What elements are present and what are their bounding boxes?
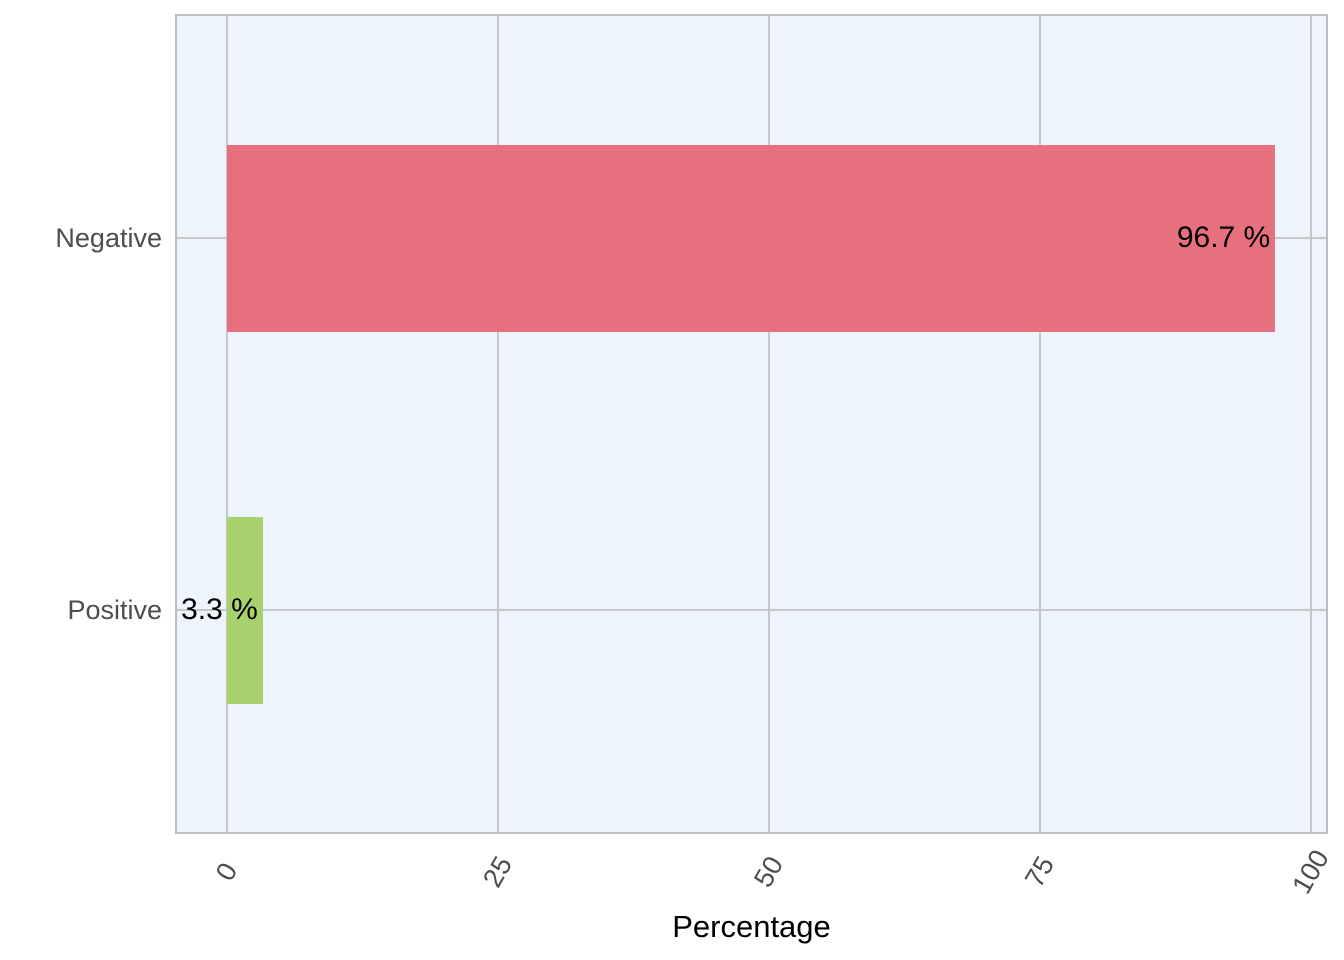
x-axis-title: Percentage — [672, 909, 831, 944]
gridline-horizontal-positive — [177, 609, 1326, 611]
gridline-vertical-100 — [1310, 16, 1312, 832]
y-axis-label-negative: Negative — [55, 223, 162, 253]
y-axis-label-positive: Positive — [67, 595, 162, 625]
x-tick-label-100: 100 — [1286, 844, 1335, 899]
x-tick-label-50: 50 — [748, 851, 790, 893]
x-tick-label-25: 25 — [477, 851, 519, 893]
bar-value-label-negative: 96.7 % — [1176, 221, 1271, 254]
gridline-vertical-25 — [497, 16, 499, 832]
gridline-vertical-75 — [1039, 16, 1041, 832]
x-tick-label-0: 0 — [209, 857, 244, 886]
bar-value-label-positive: 3.3 % — [181, 593, 258, 626]
x-tick-label-75: 75 — [1019, 851, 1061, 893]
gridline-vertical-0 — [226, 16, 228, 832]
gridline-vertical-50 — [768, 16, 770, 832]
chart-panel: 96.7 % 3.3 % — [175, 14, 1328, 834]
bar-positive — [227, 516, 263, 704]
bar-negative — [227, 144, 1275, 332]
